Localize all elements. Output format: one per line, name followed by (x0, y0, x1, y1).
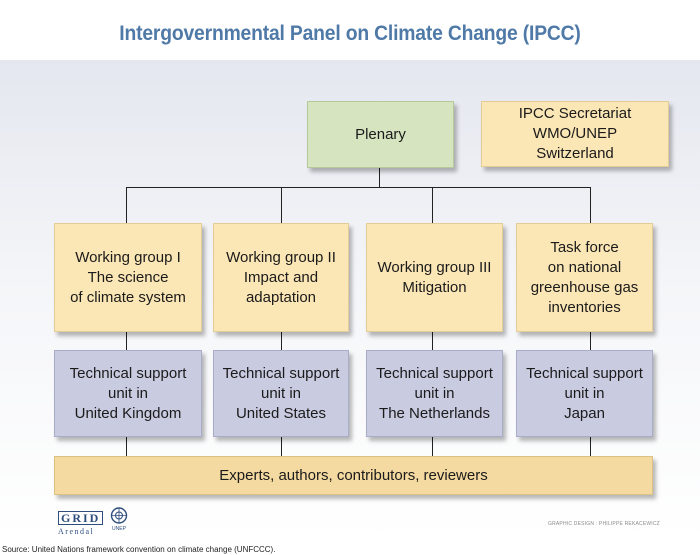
connector-tsu1-experts (126, 437, 127, 456)
support-unit-line: Technical support (376, 364, 493, 382)
support-unit-japan-box: Technical support unit in Japan (516, 350, 653, 437)
support-unit-nl-box: Technical support unit in The Netherland… (366, 350, 503, 437)
task-force-box: Task force on national greenhouse gas in… (516, 223, 653, 332)
working-group-line: Mitigation (402, 278, 467, 296)
support-unit-line: Technical support (222, 364, 340, 382)
connector-plenary-down (379, 168, 380, 188)
grid-arendal-logo: GRID Arendal (58, 509, 104, 537)
working-group-line: of climate system (70, 288, 186, 306)
connector-taskforce-tsu (590, 332, 591, 350)
grid-logo-text: GRID (58, 511, 104, 525)
working-group-line: adaptation (245, 288, 317, 306)
support-unit-uk-box: Technical support unit in United Kingdom (54, 350, 202, 437)
working-group-line: Working group II (226, 248, 336, 266)
support-unit-line: Japan (564, 404, 605, 422)
experts-label: Experts, authors, contributors, reviewer… (219, 466, 488, 484)
working-group-3-box: Working group III Mitigation (366, 223, 503, 332)
working-group-2-box: Working group II Impact and adaptation (213, 223, 349, 332)
working-group-1-box: Working group I The science of climate s… (54, 223, 202, 332)
support-unit-line: The Netherlands (379, 404, 490, 422)
support-unit-line: unit in (260, 384, 302, 402)
unep-logo: UNEP (108, 507, 130, 532)
connector-tsu4-experts (590, 437, 591, 456)
support-unit-line: unit in (414, 384, 455, 402)
secretariat-line: Switzerland (536, 145, 614, 162)
source-note: Source: United Nations framework convent… (2, 545, 276, 554)
secretariat-line: WMO/UNEP (532, 125, 618, 142)
unep-emblem-icon (110, 507, 128, 524)
working-group-line: Impact and (243, 268, 319, 286)
connector-wg1-tsu (126, 332, 127, 350)
task-force-line: on national (547, 258, 622, 276)
task-force-line: greenhouse gas (530, 278, 639, 296)
task-force-line: Task force (550, 238, 619, 256)
connector-wg2 (281, 187, 282, 223)
support-unit-line: United States (235, 404, 327, 422)
connector-taskforce (590, 187, 591, 223)
task-force-line: inventories (548, 298, 621, 316)
plenary-label: Plenary (355, 125, 406, 143)
connector-wg2-tsu (281, 332, 282, 350)
connector-wg3 (432, 187, 433, 223)
secretariat-line: IPCC Secretariat (518, 105, 632, 122)
working-group-line: Working group I (75, 248, 181, 266)
support-unit-line: unit in (107, 384, 149, 402)
connector-horizontal-bus (126, 187, 591, 188)
support-unit-line: unit in (564, 384, 605, 402)
connector-wg3-tsu (432, 332, 433, 350)
connector-wg1 (126, 187, 127, 223)
unep-logo-text: UNEP (112, 526, 126, 532)
working-group-line: The science (87, 268, 169, 286)
secretariat-box: IPCC Secretariat WMO/UNEP Switzerland (481, 101, 669, 167)
connector-tsu2-experts (281, 437, 282, 456)
working-group-line: Working group III (377, 258, 492, 276)
diagram-title: Intergovernmental Panel on Climate Chang… (119, 22, 581, 45)
support-unit-line: Technical support (526, 364, 643, 382)
support-unit-line: Technical support (69, 364, 187, 382)
support-unit-line: United Kingdom (74, 404, 182, 422)
graphic-design-credit: GRAPHIC DESIGN : PHILIPPE REKACEWICZ (548, 521, 660, 527)
plenary-box: Plenary (307, 101, 454, 168)
arendal-logo-text: Arendal (58, 527, 95, 536)
support-unit-us-box: Technical support unit in United States (213, 350, 349, 437)
experts-bar: Experts, authors, contributors, reviewer… (54, 456, 653, 495)
connector-tsu3-experts (432, 437, 433, 456)
